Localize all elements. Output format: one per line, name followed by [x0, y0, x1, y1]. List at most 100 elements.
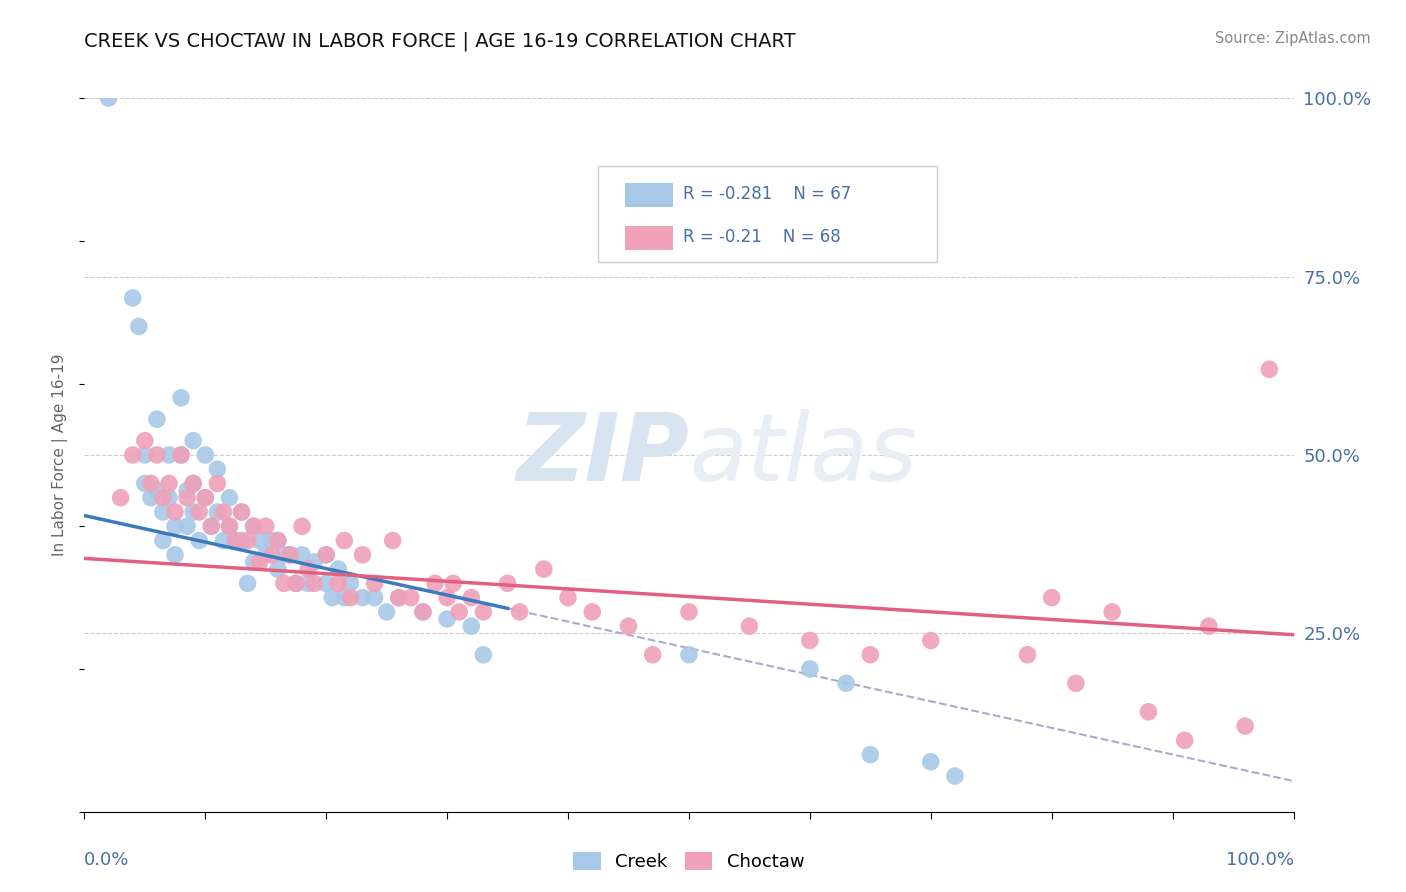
Point: [121, 291, 143, 305]
Point: [188, 505, 211, 519]
Point: [799, 633, 821, 648]
Text: Source: ZipAtlas.com: Source: ZipAtlas.com: [1215, 31, 1371, 46]
Point: [315, 548, 337, 562]
Point: [242, 555, 264, 569]
Point: [315, 576, 337, 591]
Point: [254, 548, 277, 562]
FancyBboxPatch shape: [624, 183, 673, 207]
Point: [315, 548, 337, 562]
Point: [218, 519, 240, 533]
Point: [134, 476, 156, 491]
Point: [200, 519, 222, 533]
Point: [1101, 605, 1123, 619]
Point: [339, 591, 361, 605]
Text: atlas: atlas: [689, 409, 917, 500]
Point: [110, 491, 132, 505]
Point: [1137, 705, 1160, 719]
Point: [181, 505, 204, 519]
Point: [207, 476, 229, 491]
Point: [381, 533, 404, 548]
Point: [152, 533, 174, 548]
Point: [1040, 591, 1063, 605]
Point: [212, 505, 235, 519]
Point: [260, 548, 283, 562]
Point: [533, 562, 555, 576]
Point: [121, 448, 143, 462]
Point: [273, 576, 295, 591]
Point: [738, 619, 761, 633]
Point: [399, 591, 422, 605]
Point: [165, 505, 187, 519]
Point: [302, 576, 325, 591]
Point: [128, 319, 150, 334]
Point: [267, 562, 290, 576]
Point: [249, 533, 271, 548]
Point: [176, 491, 198, 505]
Point: [181, 476, 204, 491]
Point: [835, 676, 858, 690]
Point: [242, 519, 264, 533]
Point: [285, 576, 308, 591]
Point: [363, 591, 385, 605]
Point: [207, 505, 229, 519]
Point: [134, 434, 156, 448]
Point: [231, 533, 253, 548]
Point: [557, 591, 579, 605]
Point: [254, 519, 277, 533]
Point: [97, 91, 120, 105]
Point: [321, 591, 343, 605]
Point: [218, 491, 240, 505]
Point: [152, 505, 174, 519]
Point: [436, 612, 458, 626]
Point: [1174, 733, 1197, 747]
Point: [285, 576, 308, 591]
Point: [1198, 619, 1220, 633]
Point: [176, 483, 198, 498]
Point: [194, 491, 217, 505]
Point: [581, 605, 603, 619]
Point: [375, 605, 398, 619]
FancyBboxPatch shape: [624, 226, 673, 250]
Text: 100.0%: 100.0%: [1226, 851, 1294, 869]
Point: [212, 533, 235, 548]
Point: [236, 533, 259, 548]
Point: [165, 548, 187, 562]
Point: [225, 533, 247, 548]
Point: [333, 591, 356, 605]
Point: [859, 747, 882, 762]
Point: [267, 533, 290, 548]
Point: [170, 391, 193, 405]
Point: [146, 483, 169, 498]
Point: [388, 591, 411, 605]
Point: [291, 519, 314, 533]
Point: [267, 533, 290, 548]
Text: ZIP: ZIP: [516, 409, 689, 501]
Point: [449, 605, 471, 619]
Point: [1017, 648, 1039, 662]
Point: [176, 519, 198, 533]
Point: [157, 448, 180, 462]
Legend: Creek, Choctaw: Creek, Choctaw: [567, 845, 811, 879]
Point: [423, 576, 446, 591]
Point: [460, 591, 482, 605]
Point: [441, 576, 464, 591]
Point: [273, 548, 295, 562]
Point: [412, 605, 434, 619]
Point: [194, 448, 217, 462]
Point: [799, 662, 821, 676]
Point: [496, 576, 519, 591]
Point: [920, 755, 942, 769]
Point: [146, 448, 169, 462]
Point: [165, 519, 187, 533]
Point: [170, 448, 193, 462]
Point: [678, 648, 700, 662]
Point: [231, 505, 253, 519]
Point: [943, 769, 966, 783]
Point: [207, 462, 229, 476]
Point: [302, 555, 325, 569]
Point: [641, 648, 664, 662]
FancyBboxPatch shape: [599, 166, 936, 262]
Point: [157, 476, 180, 491]
Text: CREEK VS CHOCTAW IN LABOR FORCE | AGE 16-19 CORRELATION CHART: CREEK VS CHOCTAW IN LABOR FORCE | AGE 16…: [84, 31, 796, 51]
Point: [352, 548, 374, 562]
